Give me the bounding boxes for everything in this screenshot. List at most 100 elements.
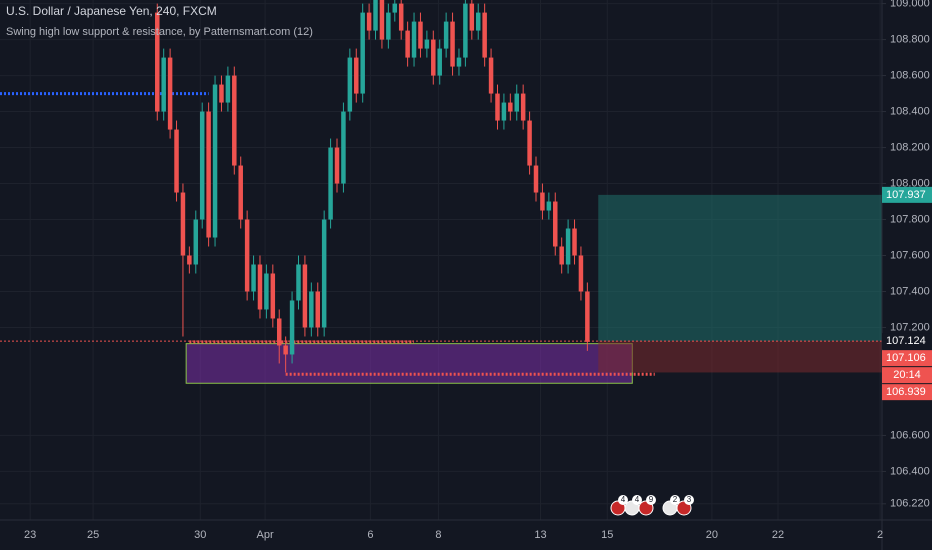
x-tick-label: 23 [24,529,36,541]
y-tick-label: 107.600 [890,249,930,261]
y-tick-label: 107.200 [890,321,930,333]
chart-title: U.S. Dollar / Japanese Yen, 240, FXCM [6,4,217,18]
candle-body [520,93,526,121]
candle-body [366,12,372,31]
candle-body [360,12,365,94]
countdown: 20:14 [893,369,921,381]
candle-body [418,21,423,49]
candle-body [283,345,288,355]
event-count: 4 [621,495,626,504]
event-count: 3 [687,495,692,504]
x-tick-label: 2 [877,529,883,541]
candle-body [508,102,513,112]
candle-body [232,75,237,166]
candle-body [469,3,475,31]
y-tick-label: 106.600 [890,429,930,441]
zone [598,194,882,342]
y-tick-label: 108.200 [890,141,930,153]
event-badge [670,495,680,505]
candle-body [193,219,199,265]
candle-body [296,264,301,301]
candle-body [334,147,340,184]
y-tick-label: 108.600 [890,69,930,81]
candle-body [559,246,564,265]
candle-body [495,93,500,121]
candle-body [379,0,385,40]
y-tick-label: 106.400 [890,465,930,477]
candle-body [264,273,269,310]
candle-body [180,192,186,256]
candle-body [238,165,243,220]
candle-body [553,201,558,247]
y-tick-label: 108.800 [890,33,930,45]
price-label-bg [882,350,932,367]
price-label-bg [882,186,932,203]
candle-body [463,3,468,58]
candle-body [309,291,314,328]
zone [185,343,633,384]
candle-body [392,3,398,13]
candle-body [270,273,276,319]
candle-body [161,57,166,112]
candle-body [527,120,532,166]
price-label-bg [882,333,932,350]
candle-body [225,75,231,103]
candle-body [533,165,539,193]
x-tick-label: 22 [772,529,784,541]
y-tick-label: 109.000 [890,0,930,10]
candle-body [501,102,507,121]
candle-body [475,12,481,31]
candle-body [514,93,519,112]
candle-body [276,318,282,346]
candle-body [424,39,430,49]
x-tick-label: 20 [706,529,718,541]
candle-body [411,21,417,58]
candle-body [347,57,353,112]
y-tick-label: 107.400 [890,285,930,297]
candle-body [251,264,256,292]
candle-body [405,30,410,58]
candle-body [443,21,449,49]
y-tick-label: 107.800 [890,213,930,225]
candle-body [450,21,455,67]
x-tick-label: Apr [257,529,274,541]
candle-body [321,219,327,328]
price-label: 107.106 [886,352,926,364]
candle-body [341,111,346,184]
y-tick-label: 106.220 [890,498,930,510]
event-count: 9 [649,495,654,504]
candle-body [155,12,160,112]
x-tick-label: 30 [194,529,206,541]
price-label: 107.124 [886,335,926,347]
candle-body [431,39,436,76]
zone [598,341,882,373]
candle-body [219,84,224,103]
y-tick-label: 108.000 [890,177,930,189]
candle-body [386,12,391,40]
candle-body [174,129,179,193]
candle-body [289,300,295,355]
candle-body [456,57,462,67]
event-count: 4 [635,495,640,504]
price-label-bg [882,384,932,401]
x-tick-label: 15 [601,529,613,541]
x-tick-label: 8 [435,529,441,541]
event-badge [632,495,642,505]
candle-body [206,111,211,238]
price-label: 107.937 [886,189,926,201]
candle-body [585,291,590,342]
candle-body [244,219,250,292]
candle-body [565,228,571,265]
candle-body [257,264,263,310]
candle-body [354,57,359,94]
candle-body [572,228,577,256]
candle-body [482,12,487,58]
candle-body [315,291,320,328]
x-tick-label: 6 [367,529,373,541]
candle-body [199,111,205,220]
candle-body [578,255,584,292]
y-tick-label: 108.400 [890,105,930,117]
candle-body [187,255,192,265]
candle-body [167,57,173,130]
